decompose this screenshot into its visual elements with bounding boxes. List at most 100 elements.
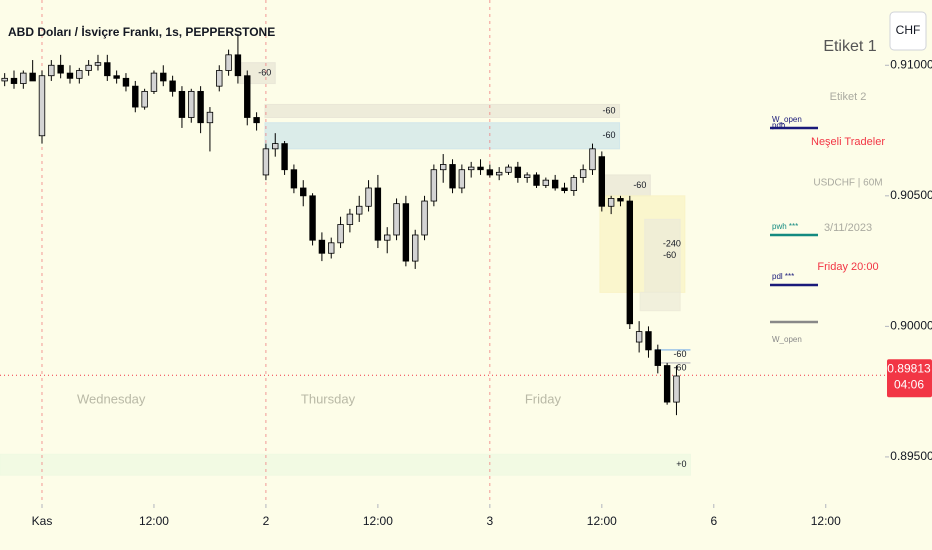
candle-body	[66, 72, 74, 79]
candle-body	[458, 169, 466, 189]
candle-body	[673, 375, 680, 403]
candle-body	[393, 203, 400, 236]
currency-button-label[interactable]: CHF	[896, 23, 921, 37]
candle-body	[225, 54, 232, 71]
panel-subtitle: Etiket 2	[830, 91, 867, 103]
legend-label: pdl ***	[772, 272, 794, 281]
legend-label: pwh ***	[772, 222, 798, 231]
candle-body	[244, 75, 251, 118]
candle-body	[505, 166, 512, 173]
candle-body	[113, 75, 120, 79]
zone-label: -60	[633, 180, 646, 190]
candle-body	[141, 90, 148, 108]
zone-label: -60	[673, 349, 686, 359]
candle-body	[384, 234, 391, 241]
candle-body	[570, 177, 578, 192]
legend-label: W_open	[772, 115, 802, 124]
panel-date: 3/11/2023	[824, 222, 872, 234]
x-tick-label: 12:00	[363, 514, 393, 528]
candle-body	[412, 234, 419, 262]
candle-body	[38, 75, 46, 137]
zone	[0, 453, 691, 476]
candle-body	[523, 174, 531, 178]
x-tick-label: 6	[710, 514, 717, 528]
candle-body	[48, 64, 55, 77]
candle-body	[29, 72, 36, 82]
legend-label: pdh	[772, 121, 785, 130]
candle-body	[542, 179, 550, 186]
x-tick-label: 12:00	[139, 514, 169, 528]
candle-body	[598, 156, 606, 207]
y-tick-label: 0.91000	[890, 57, 932, 71]
legend-label: W_open	[772, 335, 802, 344]
candle-body	[617, 198, 624, 202]
zone-label: -240	[663, 239, 681, 249]
panel-title: Etiket 1	[823, 38, 876, 55]
candle-body	[356, 205, 363, 215]
candle-body	[318, 239, 326, 254]
candle-body	[169, 80, 176, 92]
candle-body	[216, 70, 223, 87]
candle-body	[20, 72, 27, 84]
candle-body	[300, 187, 307, 197]
candle-body	[85, 64, 92, 71]
candle-body	[533, 174, 540, 186]
candle-body	[561, 187, 568, 192]
candle-body	[654, 349, 662, 366]
x-tick-label: 12:00	[587, 514, 617, 528]
candle-body	[495, 171, 503, 176]
candle-body	[253, 117, 260, 124]
candle-body	[365, 187, 372, 207]
candle-body	[262, 148, 270, 176]
candle-body	[626, 200, 634, 325]
candle-body	[76, 70, 83, 79]
zone-label: -60	[673, 362, 686, 372]
panel-symbol: USDCHF | 60M	[813, 178, 882, 189]
candle-body	[57, 64, 64, 74]
x-tick-label: Kas	[32, 514, 53, 528]
currency-button[interactable]	[889, 11, 927, 51]
candle-body	[1, 77, 8, 82]
candle-body	[551, 179, 559, 189]
panel-brand: Neşeli Tradeler	[811, 136, 885, 148]
candle-body	[440, 164, 447, 171]
candle-body	[421, 200, 428, 236]
last-price-box	[887, 359, 932, 398]
candle-body	[188, 90, 195, 118]
candle-body	[272, 143, 279, 150]
candle-body	[206, 111, 214, 124]
candle-body	[178, 90, 186, 118]
candle-body	[589, 148, 596, 171]
chart-title: ABD Doları / İsviçre Frankı, 1s, PEPPERS…	[8, 24, 275, 39]
zone-label: -60	[258, 67, 271, 77]
candle-body	[132, 85, 139, 108]
panel-time: Friday 20:00	[817, 261, 878, 273]
candle-body	[607, 198, 615, 207]
day-label: Wednesday	[77, 391, 146, 406]
zone-label: +0	[676, 459, 686, 469]
candle-body	[122, 77, 130, 87]
y-tick-label: 0.90500	[890, 188, 932, 202]
candle-body	[449, 164, 456, 189]
candle-body	[309, 195, 316, 241]
candle-body	[514, 166, 522, 178]
candle-body	[579, 169, 587, 178]
zone	[264, 103, 621, 118]
candle-body	[374, 187, 382, 241]
candle-body	[160, 72, 167, 82]
candle-body	[467, 166, 475, 171]
zone	[264, 122, 621, 150]
candle-body	[150, 72, 158, 92]
candle-body	[234, 54, 242, 77]
candle-body	[104, 62, 111, 77]
zone-label: -60	[663, 250, 676, 260]
candle-body	[197, 90, 204, 124]
countdown-label: 04:06	[894, 377, 924, 391]
candle-body	[645, 331, 652, 351]
day-label: Thursday	[301, 391, 356, 406]
last-price-label: 0.89813	[887, 361, 931, 375]
x-tick-label: 3	[487, 514, 494, 528]
zone-label: -60	[603, 105, 616, 115]
candle-body	[663, 365, 671, 403]
